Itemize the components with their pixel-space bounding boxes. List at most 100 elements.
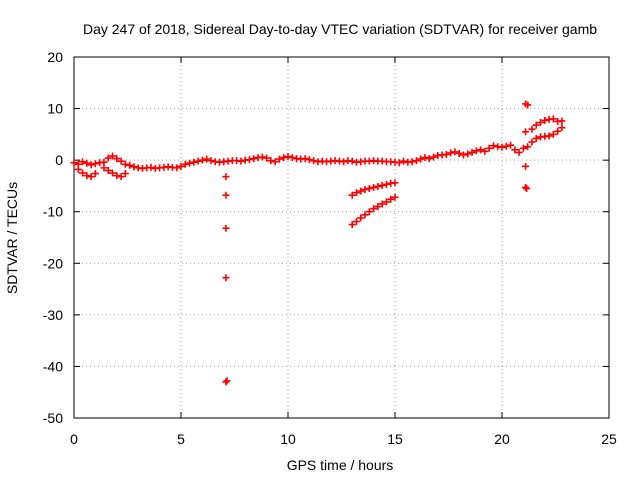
data-point <box>352 218 360 226</box>
data-point <box>223 377 231 385</box>
x-tick-label: 10 <box>280 431 296 447</box>
x-tick-label: 20 <box>494 431 510 447</box>
data-point <box>104 154 112 162</box>
data-point <box>222 378 230 386</box>
data-point <box>288 154 296 162</box>
data-point <box>222 173 230 181</box>
data-point <box>464 150 472 158</box>
y-tick-label: -40 <box>43 358 63 374</box>
data-point <box>113 155 121 163</box>
data-point <box>194 157 202 165</box>
data-point <box>421 154 429 162</box>
series-main_band <box>70 100 566 172</box>
data-point <box>537 118 545 126</box>
y-axis-label: SDTVAR / TECUs <box>4 182 20 294</box>
data-point <box>370 183 378 191</box>
data-point <box>522 128 530 136</box>
series-outliers <box>222 162 531 386</box>
data-point <box>250 155 258 163</box>
data-point <box>532 121 540 129</box>
data-point <box>455 149 463 157</box>
y-tick-labels: -50 -40 -30 -20 -10 0 10 20 <box>43 49 63 426</box>
data-point <box>459 151 467 159</box>
data-point <box>382 198 390 206</box>
data-point <box>382 180 390 188</box>
data-point <box>83 172 91 180</box>
data-point <box>524 101 532 109</box>
data-point <box>222 224 230 232</box>
data-point <box>284 153 292 161</box>
data-point <box>391 193 399 201</box>
data-point <box>387 195 395 203</box>
data-point <box>361 211 369 219</box>
data-point <box>70 159 78 167</box>
data-point <box>237 157 245 165</box>
x-tick-label: 5 <box>177 431 185 447</box>
data-point <box>370 205 378 213</box>
data-point <box>100 164 108 172</box>
data-point <box>519 144 527 152</box>
data-point <box>310 157 318 165</box>
data-point <box>361 186 369 194</box>
data-point <box>481 147 489 155</box>
y-tick-label: 20 <box>47 49 63 65</box>
data-point <box>522 162 530 170</box>
data-point <box>549 115 557 123</box>
data-point <box>109 169 117 177</box>
data-point <box>258 153 266 161</box>
y-tick-label: -50 <box>43 410 63 426</box>
data-point <box>91 170 99 178</box>
data-point <box>395 159 403 167</box>
data-point <box>104 166 112 174</box>
data-point <box>408 158 416 166</box>
data-point <box>412 157 420 165</box>
data-point <box>545 132 553 140</box>
data-point <box>186 159 194 167</box>
data-point <box>558 124 566 132</box>
data-point <box>558 117 566 125</box>
data-point <box>109 152 117 160</box>
data-point <box>198 156 206 164</box>
data-point <box>477 146 485 154</box>
data-point <box>147 163 155 171</box>
data-point <box>222 191 230 199</box>
data-point <box>348 221 356 229</box>
data-point <box>173 164 181 172</box>
data-point <box>117 173 125 181</box>
data-point <box>391 179 399 187</box>
data-point <box>365 208 373 216</box>
data-point <box>522 183 530 191</box>
grid <box>74 57 609 418</box>
data-point <box>305 156 313 164</box>
data-point <box>91 160 99 168</box>
data-point <box>74 165 82 173</box>
data-point <box>502 142 510 150</box>
data-point <box>442 150 450 158</box>
data-point <box>489 142 497 150</box>
x-tick-label: 15 <box>387 431 403 447</box>
data-point <box>87 173 95 181</box>
x-tick-label: 25 <box>601 431 617 447</box>
data-point <box>528 125 536 133</box>
data-point <box>348 157 356 165</box>
data-point <box>263 154 271 162</box>
data-point <box>357 187 365 195</box>
data-point <box>357 214 365 222</box>
series-lower_branch_early <box>74 164 129 181</box>
data-point <box>472 147 480 155</box>
data-point <box>507 141 515 149</box>
data-point <box>87 161 95 169</box>
data-point <box>280 154 288 162</box>
data-point <box>267 157 275 165</box>
data-point <box>190 158 198 166</box>
data-point <box>378 181 386 189</box>
data-point <box>430 153 438 161</box>
y-tick-label: -30 <box>43 307 63 323</box>
data-point <box>549 130 557 138</box>
series-lower_descending_arc <box>348 193 399 229</box>
y-tick-label: 0 <box>55 152 63 168</box>
data-point <box>348 191 356 199</box>
data-point <box>485 144 493 152</box>
data-point <box>130 163 138 171</box>
